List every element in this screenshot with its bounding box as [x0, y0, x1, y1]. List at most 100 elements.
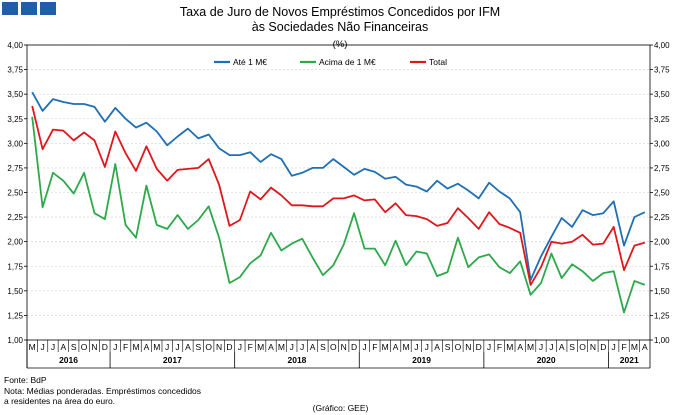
x-tick-label-month: M — [382, 342, 389, 352]
x-tick-label-month: D — [476, 342, 482, 352]
x-tick-label-month: A — [185, 342, 191, 352]
y-tick-label: 3,50 — [7, 90, 23, 99]
x-tick-label-month: O — [579, 342, 586, 352]
series-line-1 — [31, 91, 646, 281]
x-tick-label-month: J — [113, 342, 117, 352]
x-tick-label-year: 2017 — [163, 355, 182, 365]
x-tick-label-month: D — [226, 342, 232, 352]
y-tick-label: 1,50 — [654, 287, 670, 296]
legend-label: Até 1 M€ — [233, 57, 267, 67]
x-tick-label-month: F — [248, 342, 253, 352]
footer-source: Fonte: BdP — [4, 375, 47, 385]
x-tick-label-month: J — [51, 342, 55, 352]
x-tick-label-month: O — [330, 342, 337, 352]
x-tick-label-month: J — [414, 342, 418, 352]
y-tick-label: 4,00 — [7, 41, 23, 50]
x-tick-label-month: M — [402, 342, 409, 352]
x-tick-label-month: J — [165, 342, 169, 352]
y-tick-label: 4,00 — [654, 41, 670, 50]
y-tick-label: 1,25 — [7, 311, 23, 320]
x-tick-label-month: M — [506, 342, 513, 352]
x-tick-label-month: A — [393, 342, 399, 352]
x-tick-label-month: J — [40, 342, 44, 352]
x-tick-label-month: N — [91, 342, 97, 352]
x-tick-label-month: M — [29, 342, 36, 352]
x-tick-label-month: D — [600, 342, 606, 352]
logo-square-2 — [21, 2, 37, 15]
y-tick-label: 2,50 — [7, 189, 23, 198]
x-tick-label-year: 2018 — [288, 355, 307, 365]
logo-square-1 — [2, 2, 18, 15]
logo-square-3 — [40, 2, 56, 15]
y-tick-label: 2,25 — [7, 213, 23, 222]
y-tick-label: 2,75 — [654, 164, 670, 173]
x-tick-label-month: S — [71, 342, 77, 352]
x-tick-label-month: A — [517, 342, 523, 352]
y-axis-left: 1,00 1,25 1,50 1,75 2,00 2,25 2,50 2,75 3,00 3,25… — [7, 41, 27, 345]
chart-legend: Até 1 M€ Acima de 1 M€ Total — [214, 57, 447, 67]
x-tick-label-month: F — [123, 342, 128, 352]
y-tick-label: 3,50 — [654, 90, 670, 99]
x-tick-label-month: A — [310, 342, 316, 352]
x-tick-label-month: M — [257, 342, 264, 352]
x-tick-label-month: A — [559, 342, 565, 352]
x-tick-label-month: S — [320, 342, 326, 352]
x-tick-label-month: M — [132, 342, 139, 352]
x-tick-label-month: N — [216, 342, 222, 352]
x-tick-label-month: M — [153, 342, 160, 352]
footer-note-line-1: Nota: Médias ponderadas. Empréstimos con… — [4, 385, 202, 396]
x-tick-label-month: S — [569, 342, 575, 352]
x-tick-label-month: A — [434, 342, 440, 352]
x-tick-label-month: A — [642, 342, 648, 352]
x-tick-label-month: D — [102, 342, 108, 352]
x-tick-label-year: 2021 — [620, 355, 639, 365]
x-tick-label-month: M — [631, 342, 638, 352]
y-tick-label: 3,25 — [654, 115, 670, 124]
y-tick-label: 3,25 — [7, 115, 23, 124]
x-tick-label-month: A — [61, 342, 67, 352]
x-tick-label-month: J — [362, 342, 366, 352]
legend-label: Acima de 1 M€ — [319, 57, 376, 67]
chart-subtitle: às Sociedades Não Financeiras — [252, 20, 429, 34]
x-tick-label-month: J — [238, 342, 242, 352]
x-tick-label-month: N — [590, 342, 596, 352]
x-tick-label-month: A — [268, 342, 274, 352]
x-tick-label-month: A — [144, 342, 150, 352]
y-tick-label: 3,75 — [7, 66, 23, 75]
x-tick-label-month: J — [612, 342, 616, 352]
x-tick-label-month: M — [278, 342, 285, 352]
x-tick-label-year: 2016 — [59, 355, 78, 365]
y-tick-label: 1,50 — [7, 287, 23, 296]
x-tick-label-month: J — [300, 342, 304, 352]
x-tick-label-month: O — [455, 342, 462, 352]
y-tick-label: 2,50 — [654, 189, 670, 198]
x-tick-label-month: F — [497, 342, 502, 352]
x-tick-label-month: F — [372, 342, 377, 352]
chart-unit: (%) — [333, 39, 348, 50]
y-tick-label: 2,25 — [654, 213, 670, 222]
x-tick-label-month: M — [527, 342, 534, 352]
y-tick-label: 1,00 — [654, 336, 670, 345]
y-tick-label: 1,75 — [7, 262, 23, 271]
x-tick-label-month: J — [549, 342, 553, 352]
x-tick-label-month: S — [445, 342, 451, 352]
y-tick-label: 3,00 — [654, 139, 670, 148]
y-tick-label: 2,75 — [7, 164, 23, 173]
x-tick-label-month: F — [621, 342, 626, 352]
footer-note-line-2: a residentes na área do euro. — [4, 396, 116, 406]
y-tick-label: 3,00 — [7, 139, 23, 148]
y-tick-label: 1,00 — [7, 336, 23, 345]
series-lines — [31, 91, 646, 314]
y-tick-label: 1,75 — [654, 262, 670, 271]
y-tick-label: 2,00 — [7, 238, 23, 247]
y-tick-label: 2,00 — [654, 238, 670, 247]
y-axis-right: 1,00 1,25 1,50 1,75 2,00 2,25 2,50 2,75 3,00 3,25… — [650, 41, 670, 345]
x-tick-label-month: N — [341, 342, 347, 352]
header-logo — [2, 2, 56, 15]
x-tick-label-month: N — [465, 342, 471, 352]
series-line-3 — [31, 105, 646, 286]
x-tick-label-month: S — [195, 342, 201, 352]
x-tick-label-month: O — [205, 342, 212, 352]
